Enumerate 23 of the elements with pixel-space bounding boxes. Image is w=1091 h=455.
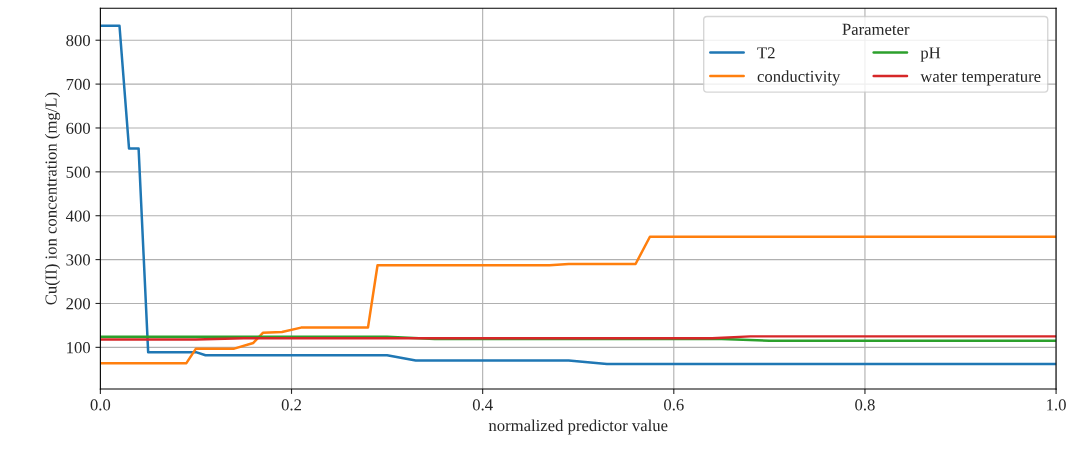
y-tick-label: 400: [65, 210, 91, 222]
x-tick-label: 0.6: [664, 399, 684, 411]
x-tick-label: 0.0: [90, 399, 111, 411]
legend-label: conductivity: [757, 70, 841, 86]
y-tick-label: 700: [66, 78, 91, 91]
y-axis-title: Cu(II) ion concentration (mg/L): [44, 92, 61, 305]
y-tick-label: 500: [66, 166, 91, 178]
y-tick-label: 800: [66, 34, 91, 47]
legend-label: T2: [757, 47, 775, 59]
line-series: [100, 235, 1057, 365]
legend-label: pH: [920, 47, 941, 62]
x-tick-label: 0.8: [855, 399, 875, 411]
x-tick-label: 1.0: [1047, 399, 1066, 411]
y-tick-label: 100: [67, 342, 91, 354]
line-series: [100, 24, 1057, 366]
legend-label: water temperature: [920, 72, 1041, 86]
y-tick-label: 300: [66, 254, 91, 266]
x-tick-label: 0.2: [281, 399, 302, 411]
x-tick-label: 0.4: [472, 399, 493, 411]
y-tick-label: 200: [66, 298, 91, 310]
legend-title: Parameter: [842, 23, 910, 35]
y-tick-label: 600: [66, 122, 91, 134]
x-axis-title: normalized predictor value: [488, 419, 668, 435]
